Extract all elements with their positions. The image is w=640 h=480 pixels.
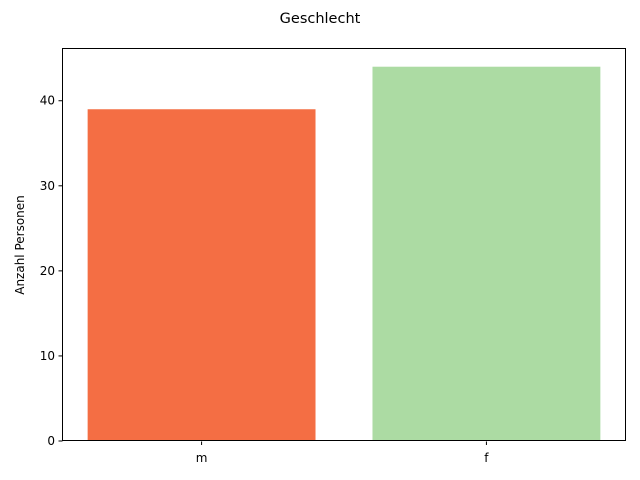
y-tick-label: 10 [40, 349, 55, 363]
y-axis-ticks: 0 10 20 30 40 [40, 94, 63, 448]
y-tick-label: 0 [47, 434, 55, 448]
plot-frame [62, 48, 626, 441]
x-tick-label: m [196, 451, 208, 465]
y-tick-label: 40 [40, 94, 55, 108]
bar-f [372, 66, 601, 441]
y-tick-label: 30 [40, 179, 55, 193]
bar-m [87, 109, 316, 441]
bars-group [87, 66, 601, 441]
y-axis-label: Anzahl Personen [13, 195, 27, 295]
x-tick-label: f [484, 451, 489, 465]
y-tick-label: 20 [40, 264, 55, 278]
chart-title: Geschlecht [280, 11, 361, 27]
